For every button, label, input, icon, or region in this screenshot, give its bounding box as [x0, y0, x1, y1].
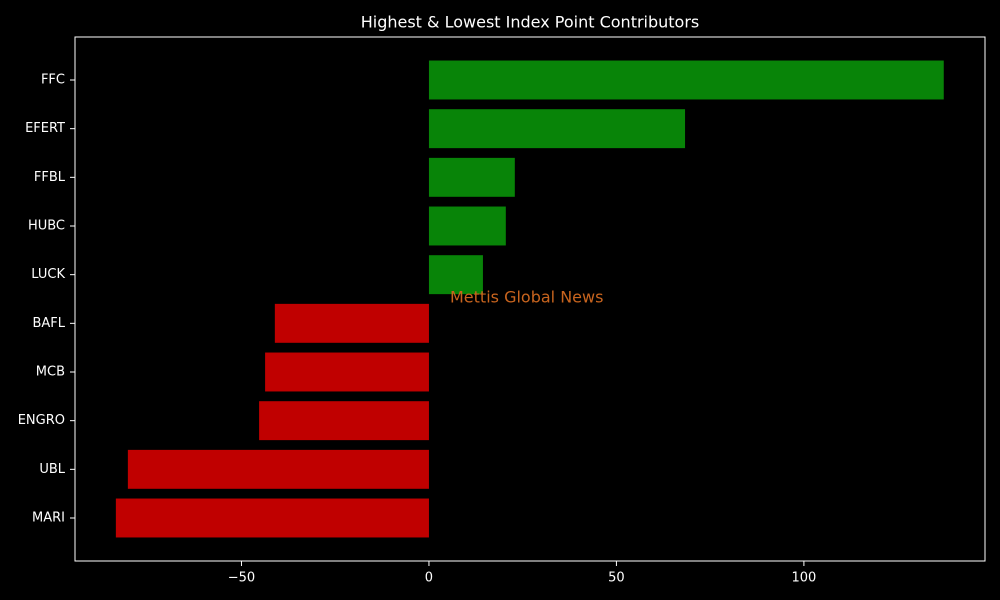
- bar: [428, 255, 483, 295]
- x-tick-label: 0: [425, 571, 433, 586]
- annotation: Mettis Global News: [450, 288, 603, 307]
- bar: [428, 206, 506, 246]
- y-tick-label: ENGRO: [18, 413, 65, 428]
- y-tick-label: HUBC: [28, 219, 65, 234]
- x-tick-label: 50: [608, 571, 625, 586]
- y-tick-label: FFC: [41, 73, 65, 88]
- axes-frame: [74, 36, 986, 562]
- y-tick-label: LUCK: [31, 267, 65, 282]
- y-tick-label: EFERT: [25, 121, 65, 136]
- bar: [428, 109, 686, 149]
- y-tick-label: UBL: [39, 462, 65, 477]
- x-tick-label: −50: [228, 571, 255, 586]
- bar: [274, 303, 429, 343]
- y-tick-label: BAFL: [32, 316, 65, 331]
- y-tick-label: MARI: [32, 511, 65, 526]
- y-tick-label: FFBL: [34, 170, 66, 185]
- chart-title: Highest & Lowest Index Point Contributor…: [361, 13, 700, 32]
- bar: [115, 498, 429, 538]
- bar: [428, 60, 944, 100]
- bar: [127, 449, 429, 489]
- bar: [259, 401, 429, 441]
- y-tick-label: MCB: [36, 365, 65, 380]
- x-tick-label: 100: [791, 571, 816, 586]
- bar: [428, 157, 515, 197]
- bar: [265, 352, 429, 392]
